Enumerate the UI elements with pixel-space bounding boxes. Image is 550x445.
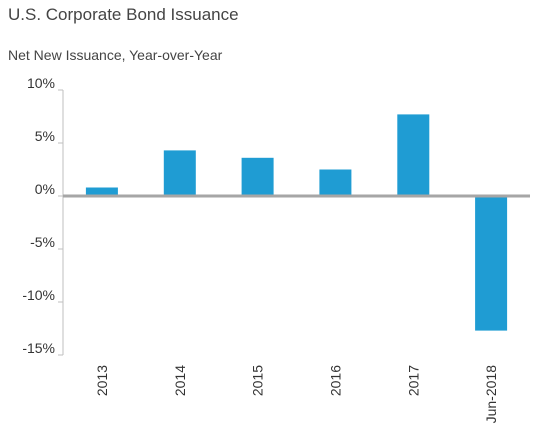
bar-2014 (163, 150, 196, 196)
bars-group (85, 114, 508, 331)
bar-2013 (85, 187, 118, 196)
y-tick-label: 0% (35, 181, 55, 197)
bar-2016 (319, 169, 352, 196)
x-category-label: 2013 (94, 365, 110, 396)
y-tick-label: -5% (30, 234, 55, 250)
y-tick-label: -10% (22, 287, 55, 303)
y-axis: 10% 5% 0% -5% -10% -15% (22, 75, 64, 356)
x-category-label: 2014 (172, 365, 188, 396)
bar-2015 (241, 157, 274, 196)
x-category-label: Jun-2018 (483, 365, 499, 424)
y-tick-label: 10% (27, 75, 55, 91)
x-category-label: 2017 (405, 365, 421, 396)
x-category-label: 2015 (250, 365, 266, 396)
bar-jun-2018 (475, 196, 508, 331)
x-axis-labels: 2013 2014 2015 2016 2017 Jun-2018 (94, 365, 499, 424)
bar-2017 (397, 114, 430, 196)
y-tick-label: 5% (35, 128, 55, 144)
y-tick-label: -15% (22, 340, 55, 356)
chart-subtitle: Net New Issuance, Year-over-Year (8, 47, 223, 63)
chart-title: U.S. Corporate Bond Issuance (8, 5, 239, 24)
x-category-label: 2016 (327, 365, 343, 396)
